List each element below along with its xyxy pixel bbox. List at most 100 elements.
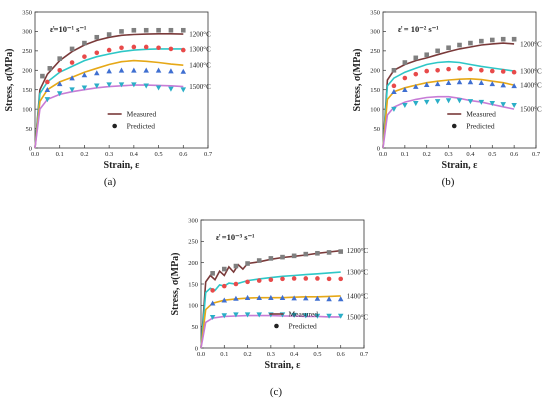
- predicted-point: [478, 99, 485, 105]
- y-tick-label: 50: [192, 324, 199, 331]
- predicted-point: [478, 79, 485, 86]
- series-3: 1500°C: [200, 312, 369, 349]
- x-tick-label: 0.2: [423, 151, 431, 158]
- predicted-point: [143, 83, 149, 89]
- predicted-point: [500, 82, 506, 88]
- temperature-label: 1400°C: [189, 62, 211, 70]
- predicted-point: [119, 29, 124, 34]
- legend-measured: Measured: [288, 310, 318, 319]
- predicted-point: [155, 85, 162, 91]
- strain-rate-label: ε̇ =10⁻³ s⁻¹: [216, 232, 255, 242]
- predicted-point: [94, 83, 100, 89]
- series-2: 1400°C: [200, 292, 369, 349]
- predicted-point: [168, 68, 174, 74]
- predicted-point: [44, 97, 51, 103]
- predicted-point: [468, 40, 473, 46]
- predicted-point: [106, 82, 112, 88]
- predicted-point: [180, 87, 187, 93]
- predicted-point: [402, 86, 408, 93]
- predicted-point: [268, 277, 274, 283]
- series-3: 1500°C: [382, 95, 542, 149]
- x-tick-label: 0.1: [220, 351, 228, 358]
- predicted-point: [511, 102, 517, 109]
- x-tick-label: 0.0: [197, 351, 205, 358]
- predicted-point: [268, 256, 274, 261]
- y-tick-label: 300: [22, 29, 32, 36]
- x-tick-label: 0.2: [244, 351, 252, 358]
- predicted-point: [280, 276, 285, 282]
- predicted-point: [326, 296, 332, 302]
- predicted-point: [434, 99, 441, 105]
- predicted-point: [180, 27, 186, 33]
- predicted-point: [81, 85, 88, 91]
- series-0: 1200°C: [382, 36, 542, 149]
- x-tick-label: 0.3: [105, 151, 113, 158]
- predicted-point: [326, 313, 332, 319]
- predicted-point: [445, 79, 452, 86]
- strain-rate-label: ε̇=10⁻¹ s⁻¹: [50, 24, 87, 34]
- measured-curve: [382, 42, 515, 149]
- predicted-point: [168, 46, 174, 52]
- x-tick-label: 0.4: [130, 151, 139, 158]
- y-tick-label: 100: [370, 106, 380, 113]
- predicted-point: [500, 102, 506, 108]
- predicted-point: [435, 67, 440, 73]
- predicted-point: [479, 38, 484, 44]
- predicted-point: [94, 50, 100, 56]
- predicted-point: [56, 91, 63, 97]
- predicted-point: [303, 251, 309, 257]
- predicted-point: [315, 250, 320, 256]
- predicted-point: [180, 47, 186, 53]
- predicted-point: [445, 98, 452, 104]
- predicted-point: [244, 294, 251, 300]
- x-tick-label: 0.6: [337, 351, 346, 358]
- predicted-point: [402, 102, 408, 109]
- legend: Measured Predicted: [269, 310, 318, 331]
- measured-curve: [200, 314, 341, 349]
- predicted-point: [500, 36, 506, 42]
- predicted-point: [143, 67, 149, 73]
- predicted-point: [168, 27, 174, 33]
- y-tick-label: 200: [370, 68, 380, 75]
- series-1: 1300°C: [200, 269, 369, 349]
- strain-rate-label: ε̇ = 10⁻² s⁻¹: [398, 24, 439, 34]
- predicted-point: [244, 312, 251, 318]
- predicted-point: [446, 66, 451, 72]
- predicted-point: [131, 82, 137, 88]
- predicted-point: [291, 295, 297, 301]
- predicted-point: [180, 68, 187, 74]
- y-tick-label: 350: [22, 9, 32, 16]
- series-2: 1400°C: [382, 77, 542, 149]
- legend-dot-swatch: [451, 123, 457, 129]
- predicted-point: [256, 278, 262, 283]
- predicted-point: [489, 68, 495, 74]
- predicted-point: [106, 32, 112, 37]
- measured-curve: [34, 32, 184, 149]
- predicted-point: [446, 45, 451, 51]
- series-1: 1300°C: [382, 60, 542, 149]
- predicted-point: [511, 83, 517, 89]
- x-axis-label: Strain, ε: [265, 360, 302, 371]
- predicted-point: [47, 66, 53, 71]
- predicted-point: [402, 75, 408, 81]
- predicted-point: [69, 87, 75, 93]
- predicted-point: [291, 253, 297, 259]
- predicted-point: [511, 36, 517, 42]
- predicted-point: [119, 45, 124, 51]
- x-tick-label: 0.5: [488, 151, 496, 158]
- predicted-point: [303, 276, 309, 281]
- predicted-point: [106, 68, 112, 74]
- predicted-point: [256, 294, 262, 300]
- predicted-point: [56, 81, 63, 87]
- panel-caption: (b): [442, 176, 455, 188]
- predicted-point: [423, 99, 430, 105]
- predicted-point: [424, 52, 430, 58]
- x-tick-label: 0.0: [379, 151, 387, 158]
- x-axis-label: Strain, ε: [442, 160, 479, 171]
- predicted-point: [256, 312, 262, 318]
- y-axis-label: Stress, σ(MPa): [352, 48, 363, 111]
- measured-curve: [382, 60, 515, 149]
- predicted-point: [44, 86, 51, 93]
- x-tick-label: 0.1: [401, 151, 409, 158]
